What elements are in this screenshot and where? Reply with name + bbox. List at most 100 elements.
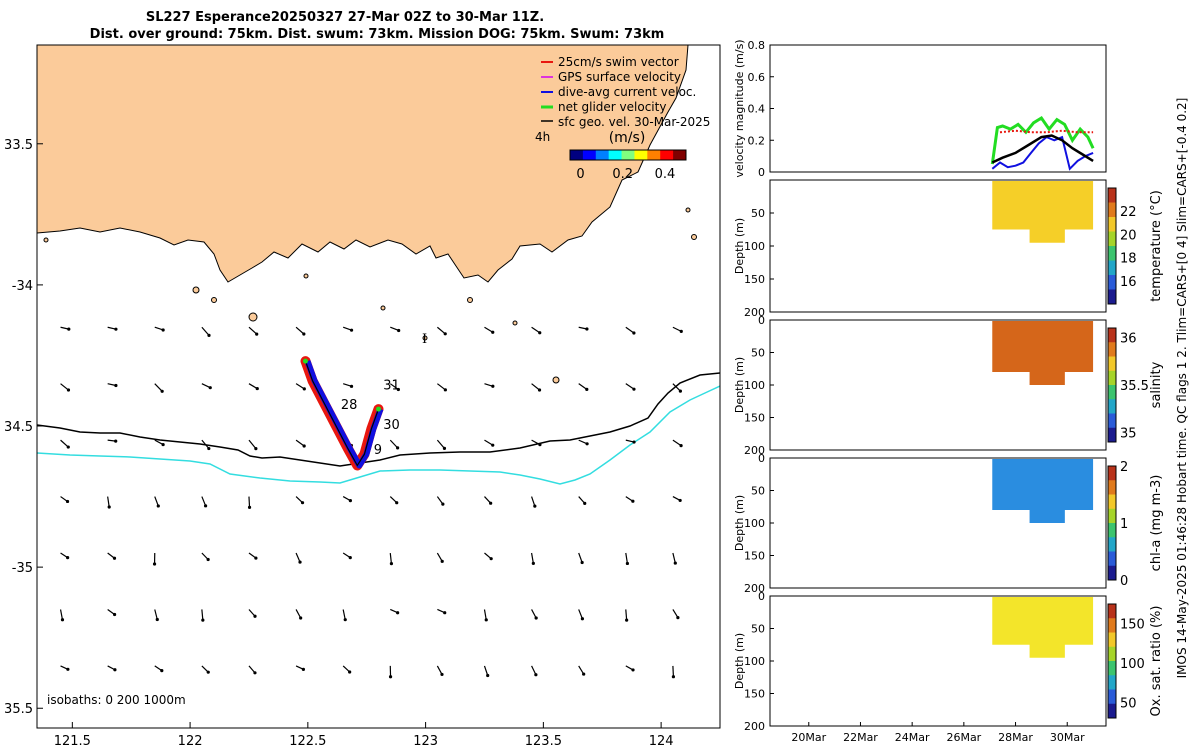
velocity-arrow-head	[113, 668, 117, 672]
velocity-series-sfc-geo-vel	[991, 134, 1094, 164]
velocity-arrow-head	[491, 384, 495, 388]
temperature-panel-cbar-frame	[1107, 187, 1117, 305]
velocity-arrow-head	[156, 504, 160, 508]
velocity-arrow-head	[625, 618, 629, 622]
chla-panel-cbar-label: chl-a (mg m-3)	[1149, 475, 1164, 572]
velocity-arrow-head	[152, 562, 157, 566]
velocity-arrow-head	[489, 557, 493, 561]
track-day-label: 9	[374, 443, 382, 458]
legend-gps-velocity: GPS surface velocity	[558, 70, 681, 84]
salinity-panel-cbar-segment	[1108, 385, 1116, 400]
velocity-arrow	[531, 326, 541, 334]
velocity-arrow-head	[66, 388, 71, 392]
chla-panel-cbar-segment	[1108, 523, 1116, 538]
velocity-ytick-label: 0.4	[748, 103, 766, 116]
velocity-arrow-head	[679, 329, 683, 333]
chla-panel: 0 1 2 chl-a (mg m-3) 0 50 100 150 200 Depth (m)	[733, 452, 1164, 595]
time-xtick-label: 30Mar	[1050, 731, 1085, 744]
salinity-panel-cbar-tick-label: 35	[1120, 427, 1137, 442]
oxygen-panel-cbar-segment	[1108, 675, 1116, 690]
oxygen-panel-cbar-tick-label: 100	[1120, 657, 1145, 672]
velocity-arrow	[154, 496, 159, 507]
temperature-panel-cbar-tick-label: 16	[1120, 275, 1137, 290]
map-xtick-label: 122	[178, 734, 203, 749]
velocity-arrow-head	[632, 331, 636, 335]
velocity-arrow-head	[441, 502, 445, 506]
velocity-arrow-head	[206, 670, 210, 674]
velocity-arrow-head	[442, 446, 447, 450]
temperature-panel-cbar-tick-label: 22	[1120, 205, 1137, 220]
colorbar-tick-label: 0.4	[655, 167, 676, 182]
velocity-arrow	[295, 609, 302, 619]
velocity-arrow-head	[206, 557, 210, 562]
islands	[43, 207, 697, 384]
legend-net-glider-velocity: net glider velocity	[558, 100, 666, 114]
velocity-ytick-label: 0	[758, 166, 765, 179]
chla-panel-ytick-label: 0	[758, 452, 765, 465]
salinity-panel-cbar-tick-label: 35.5	[1120, 379, 1149, 394]
salinity-panel-cbar-segment	[1108, 370, 1116, 386]
velocity-arrow	[154, 383, 163, 392]
velocity-arrow	[625, 609, 628, 621]
colorbar-segment	[673, 150, 687, 160]
velocity-arrow-head	[348, 670, 352, 674]
salinity-panel: 35 35.5 36 salinity 0 50 100 150 200 Depth (m)	[733, 314, 1164, 457]
chla-panel-cbar-segment	[1108, 494, 1116, 510]
isobaths-label: isobaths: 0 200 1000m	[47, 693, 186, 707]
velocity-arrow-head	[66, 445, 70, 449]
salinity-panel-cbar-segment	[1108, 427, 1116, 443]
colorbar-segment	[608, 150, 623, 160]
velocity-arrow-head	[66, 556, 70, 560]
salinity-panel-ytick-label: 200	[744, 444, 765, 457]
track-line	[304, 360, 380, 467]
velocity-arrow-head	[676, 616, 680, 620]
track-current-vectors	[304, 360, 384, 469]
velocity-arrow-head	[253, 614, 257, 618]
velocity-arrow-head	[208, 386, 212, 390]
velocity-arrow-head	[114, 327, 118, 331]
temperature-panel-ytick-label: 50	[751, 207, 765, 220]
velocity-arrow-head	[491, 443, 495, 447]
temperature-panel-ytick-label: 150	[744, 273, 765, 286]
map-xtick-label: 123.5	[525, 734, 562, 749]
chla-panel-cbar-segment	[1108, 508, 1116, 524]
velocity-arrow-head	[389, 562, 394, 566]
map-frame	[36, 44, 721, 729]
colorbar-label: (m/s)	[609, 130, 646, 146]
velocity-arrow-head	[388, 675, 393, 679]
velocity-arrow-head	[298, 560, 302, 564]
temperature-panel-cbar-tick-label: 18	[1120, 252, 1137, 267]
velocity-arrow-head	[161, 442, 165, 447]
salinity-panel-cbar-segment	[1108, 356, 1116, 372]
velocity-arrow-head	[631, 499, 635, 503]
colorbar-frame	[569, 149, 687, 161]
colorbar-tick-label: 0.2	[612, 167, 633, 182]
velocity-arrow-head	[538, 443, 542, 447]
velocity-arrow	[248, 383, 258, 390]
chla-panel-ytick-label: 100	[744, 517, 765, 530]
velocity-arrow-head	[207, 333, 211, 337]
map-ytick-label: 33.5	[4, 138, 33, 153]
velocity-series-swim-vector	[999, 129, 1094, 134]
oxygen-panel-ytick-label: 100	[744, 655, 765, 668]
temperature-panel-ytick-label: 100	[744, 240, 765, 253]
oxygen-panel-ylabel: Depth (m)	[733, 633, 746, 689]
velocity-arrow-head	[349, 384, 354, 388]
map-ytick-label: -35	[12, 561, 33, 576]
colorbar-segment	[582, 150, 597, 160]
velocity-arrow-head	[114, 439, 118, 443]
velocity-arrow	[248, 326, 258, 335]
velocity-arrow-head	[585, 327, 589, 331]
velocity-arrow-head	[484, 618, 488, 622]
velocity-arrow-head	[161, 328, 165, 332]
velocity-arrow	[201, 496, 207, 507]
colorbar-segment	[621, 150, 635, 160]
oxygen-panel-cbar-tick-label: 50	[1120, 696, 1137, 711]
velocity-arrow	[389, 383, 399, 390]
velocity-arrow-head	[255, 386, 259, 391]
velocity-arrow-head	[395, 501, 399, 505]
velocity-arrow	[59, 609, 64, 620]
velocity-arrow-head	[396, 611, 400, 615]
map-xtick-label: 123	[413, 734, 438, 749]
velocity-arrow	[201, 609, 204, 621]
